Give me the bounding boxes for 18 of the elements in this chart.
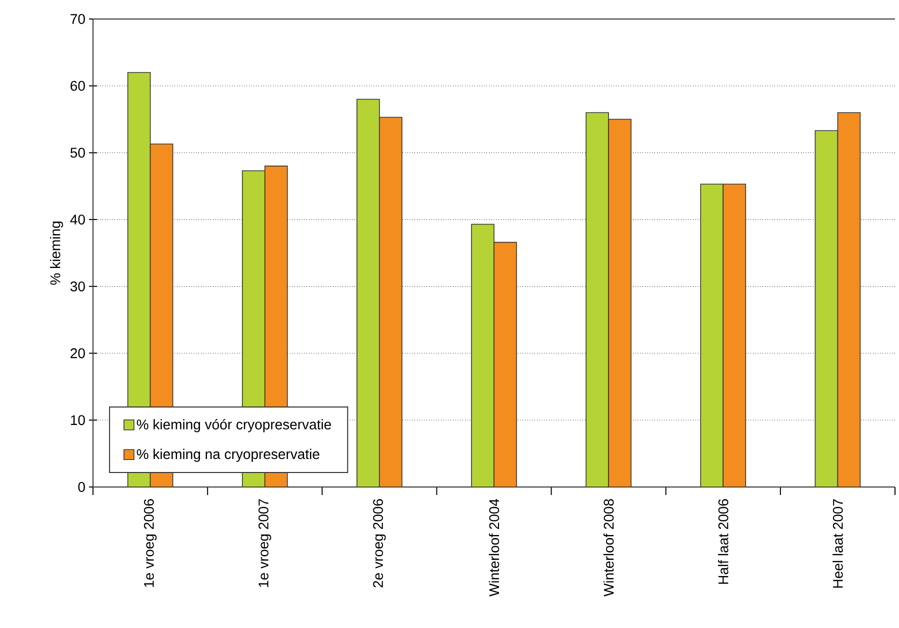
x-tick-label: Heel laat 2007 xyxy=(832,499,843,588)
x-tick-label: Winterloof 2008 xyxy=(603,499,614,597)
y-tick-label: 20 xyxy=(70,348,85,358)
legend-label: % kieming na cryopreservatie xyxy=(136,448,320,462)
y-tick-label: 0 xyxy=(78,482,85,492)
y-axis-title: % kieming xyxy=(50,222,64,285)
x-tick-label: Winterloof 2004 xyxy=(488,498,500,597)
y-tick-label: 60 xyxy=(70,80,85,91)
y-tick-label: 50 xyxy=(70,148,85,158)
x-tick-label: 1e vroeg 2006 xyxy=(144,499,157,587)
x-tick-label: 1e vroeg 2007 xyxy=(258,499,272,587)
y-tick-label: 30 xyxy=(70,281,85,292)
y-tick-label: 10 xyxy=(70,415,85,426)
y-tick-label: 40 xyxy=(70,214,85,225)
x-tick-label: Half laat 2006 xyxy=(718,499,728,584)
x-tick-label: 2e vroeg 2006 xyxy=(373,499,386,588)
y-tick-label: 70 xyxy=(70,14,85,24)
legend-label: % kieming vóór cryopreservatie xyxy=(136,418,331,432)
